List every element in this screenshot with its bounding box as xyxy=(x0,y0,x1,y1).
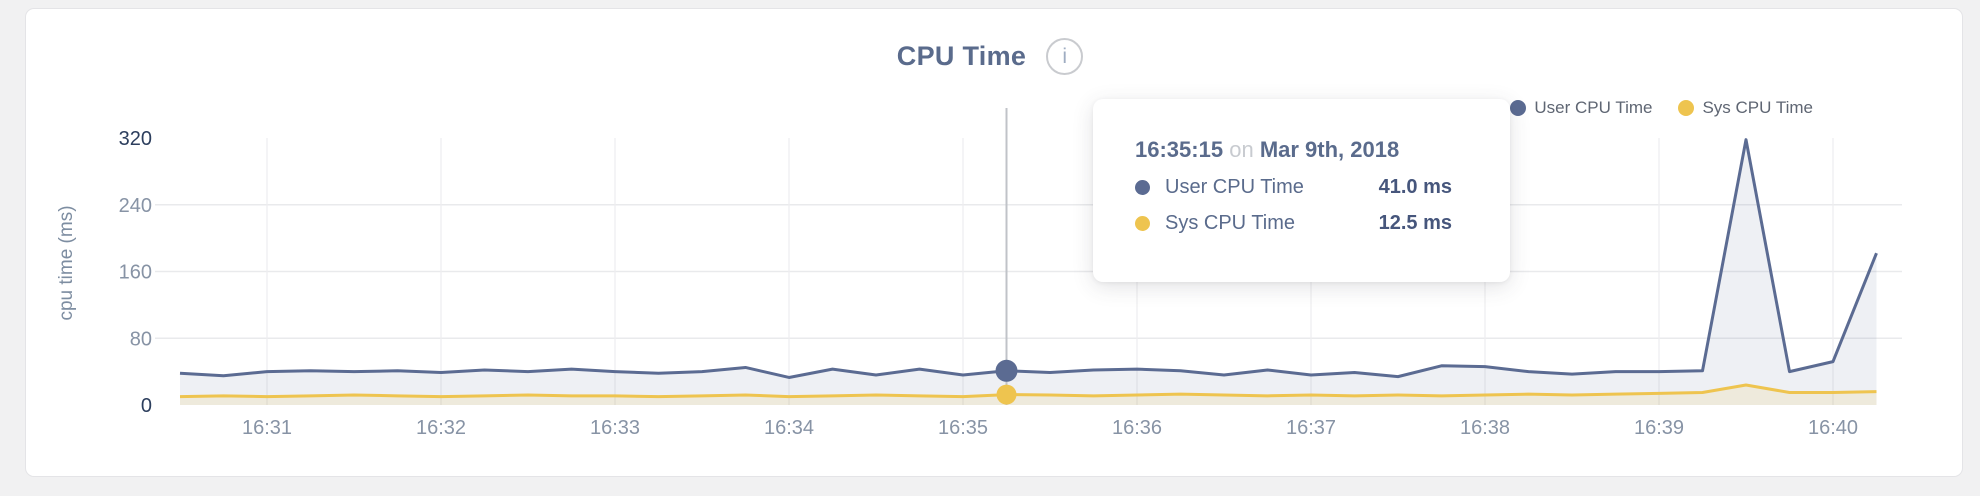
y-tick-label: 320 xyxy=(119,128,152,150)
x-tick-label: 16:35 xyxy=(938,417,988,439)
x-tick-label: 16:33 xyxy=(590,417,640,439)
x-tick-label: 16:31 xyxy=(242,417,292,439)
legend-item-user-cpu-time[interactable]: User CPU Time xyxy=(1510,98,1652,118)
chart-title: CPU Time xyxy=(896,41,1027,71)
chart-card xyxy=(25,8,1963,477)
legend-label: Sys CPU Time xyxy=(1702,98,1813,117)
chart-tooltip: 16:35:15 on Mar 9th, 2018 User CPU Time … xyxy=(1093,99,1510,282)
tooltip-title: 16:35:15 on Mar 9th, 2018 xyxy=(1135,137,1452,163)
user-hover-dot xyxy=(995,359,1018,382)
chart-legend: User CPU Time Sys CPU Time xyxy=(1510,98,1813,118)
y-axis-label: cpu time (ms) xyxy=(56,205,77,320)
sys-hover-dot xyxy=(996,384,1017,405)
tooltip-on-word: on xyxy=(1229,137,1254,162)
tooltip-series-label: User CPU Time xyxy=(1165,176,1304,198)
y-tick-label: 0 xyxy=(141,395,152,417)
info-icon[interactable]: i xyxy=(1046,38,1084,75)
x-tick-label: 16:39 xyxy=(1634,417,1684,439)
user-cpu-area xyxy=(180,139,1877,405)
x-tick-label: 16:32 xyxy=(416,417,466,439)
sys-series-dot-icon xyxy=(1135,216,1150,231)
x-tick-label: 16:36 xyxy=(1112,417,1162,439)
x-tick-label: 16:40 xyxy=(1808,417,1858,439)
tooltip-series-label: Sys CPU Time xyxy=(1165,212,1296,234)
sys-series-dot-icon xyxy=(1678,100,1695,116)
x-tick-label: 16:38 xyxy=(1460,417,1510,439)
y-tick-label: 240 xyxy=(119,195,152,217)
legend-item-sys-cpu-time[interactable]: Sys CPU Time xyxy=(1678,98,1813,118)
y-tick-label: 160 xyxy=(119,262,152,284)
user-cpu-line xyxy=(179,138,1878,379)
x-tick-label: 16:34 xyxy=(764,417,814,439)
user-series-dot-icon xyxy=(1135,180,1150,195)
tooltip-row-sys: Sys CPU Time 12.5 ms xyxy=(1135,212,1452,235)
sys-cpu-line xyxy=(179,383,1877,399)
tooltip-series-value: 41.0 ms xyxy=(1378,176,1452,198)
tooltip-time: 16:35:15 xyxy=(1135,137,1224,162)
x-tick-label: 16:37 xyxy=(1286,417,1336,439)
tooltip-row-user: User CPU Time 41.0 ms xyxy=(1135,176,1452,199)
tooltip-date: Mar 9th, 2018 xyxy=(1259,137,1400,162)
tooltip-series-value: 12.5 ms xyxy=(1378,212,1452,234)
chart-header: CPU Time i xyxy=(0,38,1980,75)
legend-label: User CPU Time xyxy=(1534,98,1653,117)
y-tick-label: 80 xyxy=(130,328,152,350)
user-series-dot-icon xyxy=(1510,100,1527,116)
